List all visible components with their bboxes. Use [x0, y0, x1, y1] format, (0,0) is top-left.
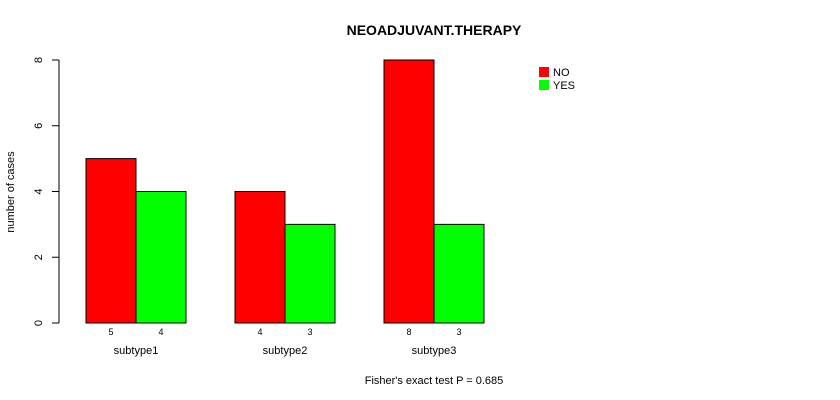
- y-tick-label: 8: [33, 57, 45, 63]
- y-tick-label: 6: [33, 123, 45, 129]
- bar-value-label: 5: [108, 327, 113, 337]
- y-axis: 0 2 4 6 8: [33, 57, 60, 326]
- bar-value-label: 3: [307, 327, 312, 337]
- y-tick-label: 2: [33, 254, 45, 260]
- y-tick-label: 0: [33, 320, 45, 326]
- y-tick-label: 4: [33, 188, 45, 194]
- fisher-test-label: Fisher's exact test P = 0.685: [365, 375, 504, 387]
- bars: 5 4 subtype1 4 3 subtype2 8 3 subtype3: [85, 59, 485, 357]
- y-axis-title: number of cases: [5, 151, 17, 233]
- bar-yes-subtype2: [284, 223, 336, 324]
- legend-swatch-no: [539, 67, 549, 77]
- bar-value-label: 8: [406, 327, 411, 337]
- category-label: subtype1: [114, 345, 159, 357]
- chart-title: NEOADJUVANT.THERAPY: [347, 22, 522, 38]
- legend-label-yes: YES: [553, 80, 575, 92]
- bar-yes-subtype1: [135, 191, 187, 324]
- legend-label-no: NO: [553, 67, 570, 79]
- bar-no-subtype1: [85, 158, 137, 324]
- bar-value-label: 4: [158, 327, 163, 337]
- bar-no-subtype2: [234, 191, 286, 324]
- bar-yes-subtype3: [433, 223, 485, 324]
- bar-no-subtype3: [383, 59, 435, 324]
- bar-value-label: 4: [257, 327, 262, 337]
- category-label: subtype3: [412, 345, 457, 357]
- bar-value-label: 3: [456, 327, 461, 337]
- legend-swatch-yes: [539, 80, 549, 90]
- category-label: subtype2: [263, 345, 308, 357]
